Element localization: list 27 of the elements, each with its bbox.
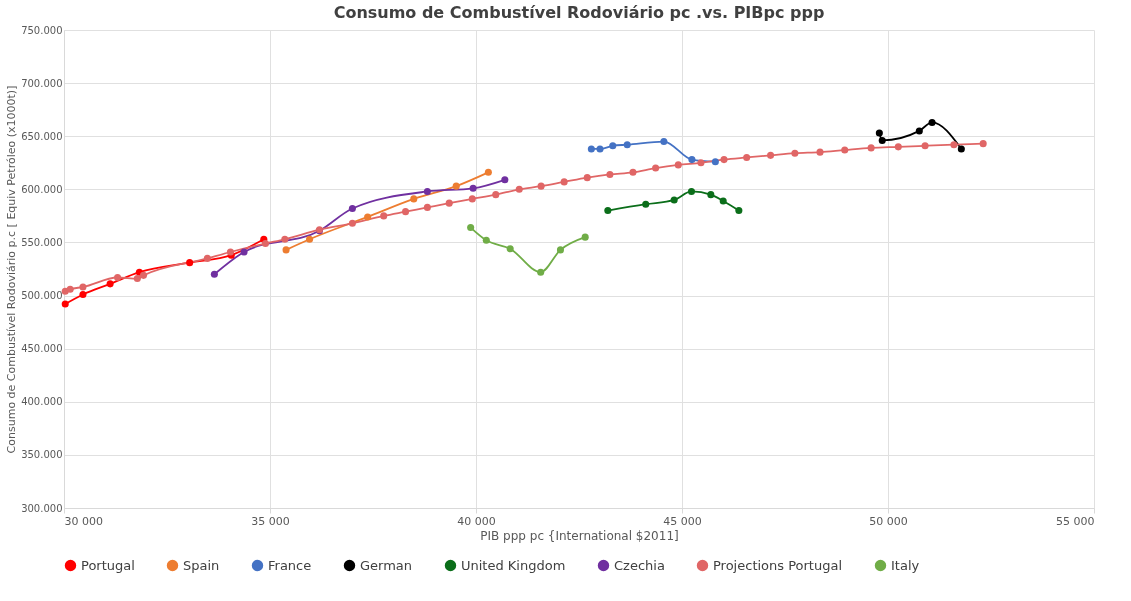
legend-label: Portugal [81,557,135,573]
y-tick-label: 300.000 [21,502,63,514]
y-tick-label: 400.000 [21,396,63,408]
x-tick-label: 35 000 [251,514,290,528]
y-tick-label: 550.000 [21,236,63,248]
x-tick-label: 30 000 [64,514,103,528]
y-tick-label: 350.000 [21,449,63,461]
x-tick-label: 40 000 [457,514,496,528]
y-tick-label: 650.000 [21,130,63,142]
x-tick-label: 50 000 [869,514,908,528]
x-axis-title: PIB ppp pc {International $2011] [480,528,679,543]
y-tick-label: 700.000 [21,77,63,89]
legend-label: German [360,557,413,573]
legend-label: Czechia [614,557,665,573]
x-tick-label: 55 000 [1056,514,1095,528]
y-tick-label: 750.000 [21,24,63,36]
y-tick-label: 600.000 [21,183,63,195]
legend-label: Projections Portugal [713,557,843,573]
y-tick-label: 500.000 [21,290,63,302]
legend-label: France [268,557,312,573]
y-tick-label: 450.000 [21,343,63,355]
y-axis-title: Consumo de Combustível Rodoviário p.c [ Equiv Petróleo (x1000t)] [5,85,19,454]
legend-label: United Kingdom [461,557,566,573]
x-tick-label: 45 000 [663,514,702,528]
legend-label: Italy [891,557,920,573]
chart-title: Consumo de Combustível Rodoviário pc .vs. PIBpc ppp [333,3,825,22]
legend-label: Spain [183,557,220,573]
